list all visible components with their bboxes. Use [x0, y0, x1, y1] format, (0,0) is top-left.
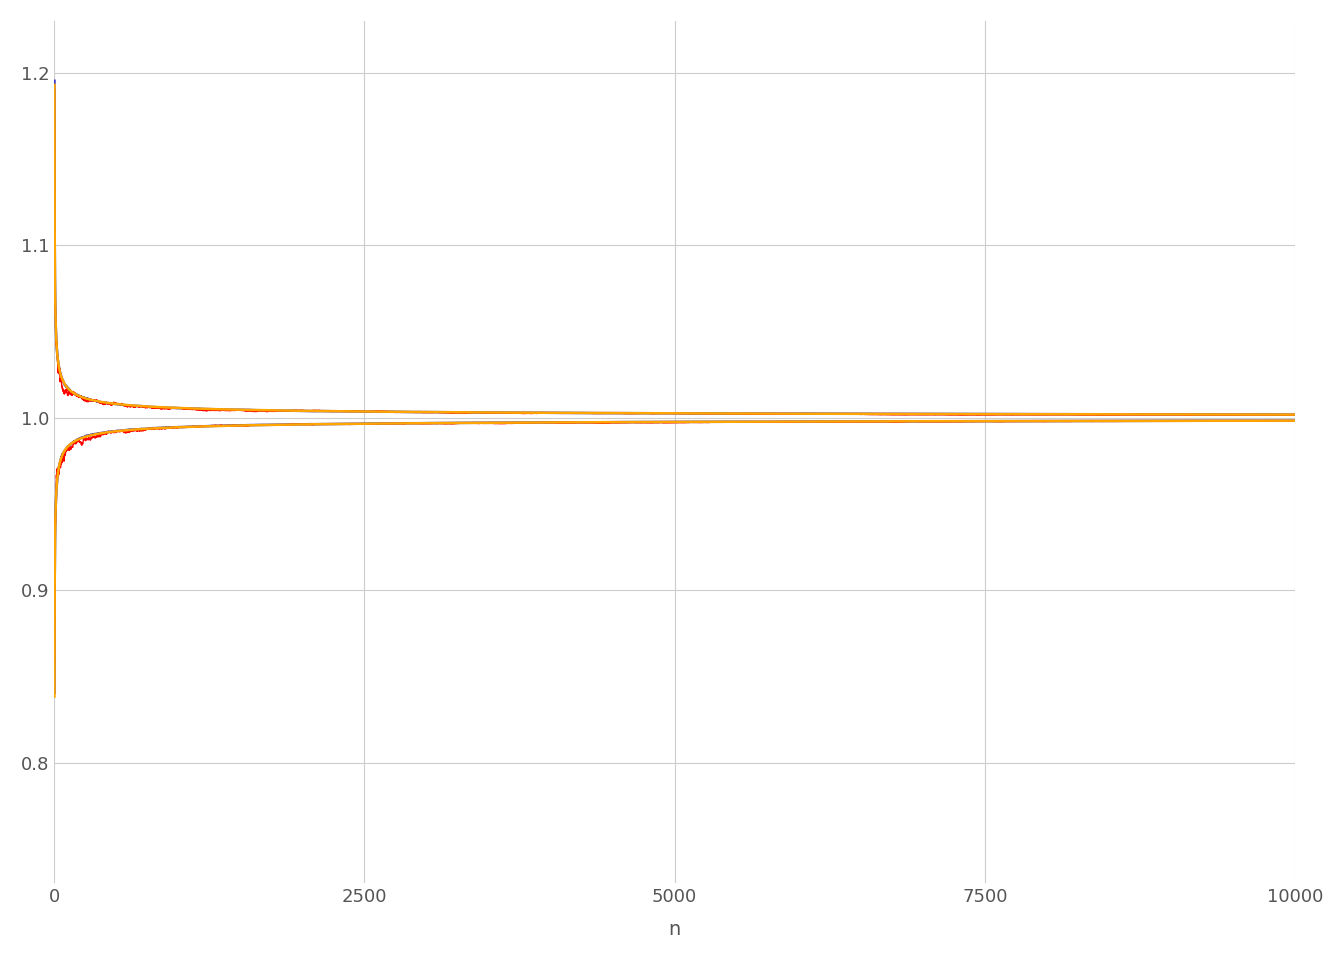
X-axis label: n: n [668, 921, 681, 939]
